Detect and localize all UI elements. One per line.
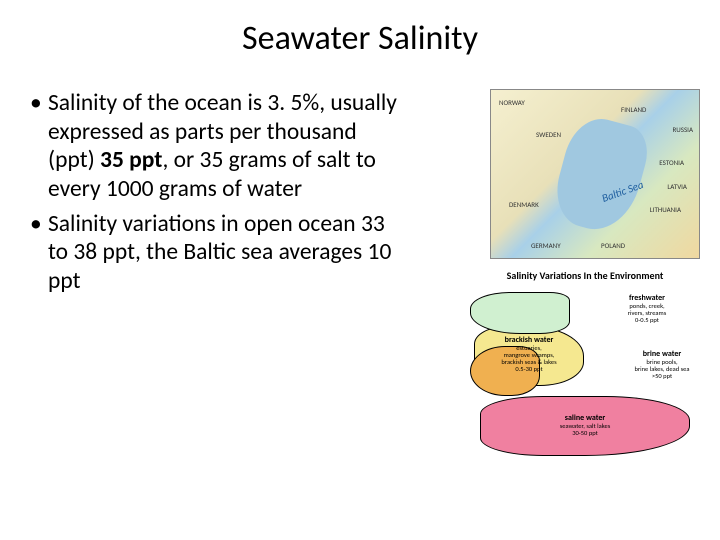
salinity-diagram: Salinity Variations In the Environment f… [470, 267, 700, 477]
map-country-label: NORWAY [499, 98, 525, 107]
text-column: Salinity of the ocean is 3. 5%, usually … [30, 89, 413, 477]
image-column: Baltic Sea NORWAY SWEDEN FINLAND RUSSIA … [413, 89, 700, 477]
map-country-label: SWEDEN [536, 130, 561, 139]
label-sub: 0.5-30 ppt [484, 366, 574, 373]
map-country-label: RUSSIA [672, 125, 693, 134]
map-country-label: POLAND [601, 241, 625, 250]
map-sea-shape [548, 112, 654, 239]
brine-label: brine water brine pools, brine lakes, de… [632, 350, 692, 380]
bullet-item: Salinity of the ocean is 3. 5%, usually … [30, 89, 403, 204]
saline-label: saline water seawater, salt lakes 30-50 … [540, 414, 630, 437]
label-sub: >50 ppt [632, 373, 692, 380]
bullet-text-pre: Salinity variations in open ocean 33 to … [48, 210, 391, 295]
map-country-label: FINLAND [621, 105, 646, 114]
label-sub: 30-50 ppt [540, 430, 630, 437]
map-country-label: ESTONIA [659, 158, 684, 167]
map-country-label: LITHUANIA [650, 205, 681, 214]
diagram-title: Salinity Variations In the Environment [470, 267, 700, 286]
baltic-map: Baltic Sea NORWAY SWEDEN FINLAND RUSSIA … [490, 89, 700, 259]
content-area: Salinity of the ocean is 3. 5%, usually … [0, 69, 720, 477]
bullet-item: Salinity variations in open ocean 33 to … [30, 210, 403, 296]
map-country-label: DENMARK [509, 200, 539, 209]
label-sub: 0-0.5 ppt [612, 317, 682, 324]
map-country-label: LATVIA [667, 182, 687, 191]
bullet-list: Salinity of the ocean is 3. 5%, usually … [30, 89, 403, 296]
diagram-stage: freshwater ponds, creek, rivers, streams… [470, 286, 700, 476]
fresh-layer [470, 292, 570, 334]
fresh-label: freshwater ponds, creek, rivers, streams… [612, 294, 682, 324]
slide-title: Seawater Salinity [0, 0, 720, 69]
brackish-label: brackish water estuaries, mangrove swamp… [484, 336, 574, 373]
map-country-label: GERMANY [531, 241, 561, 250]
bullet-text-bold: 35 ppt [100, 146, 162, 174]
